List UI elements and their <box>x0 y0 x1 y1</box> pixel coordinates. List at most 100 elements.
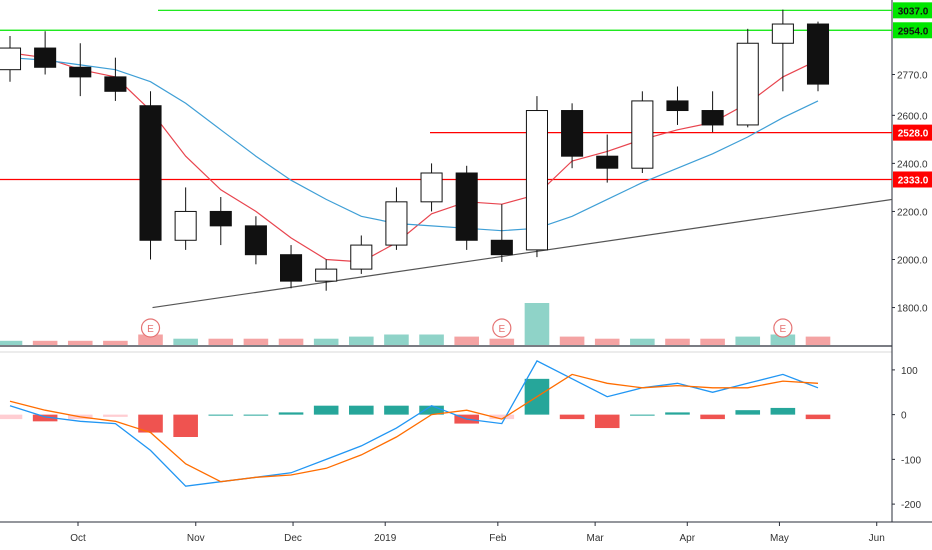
macd-histogram-bar <box>665 412 690 415</box>
candle <box>561 103 584 169</box>
volume-bar <box>384 334 409 345</box>
macd-panel <box>0 360 831 487</box>
candle-body <box>34 47 57 68</box>
candle <box>244 216 267 265</box>
signal-line <box>9 373 819 483</box>
candle <box>350 235 373 274</box>
macd-histogram-bar <box>243 414 269 416</box>
earnings-event-marker: E <box>773 318 793 338</box>
candle-body <box>736 42 759 126</box>
candle <box>0 36 22 82</box>
candle <box>104 57 127 101</box>
candle <box>596 134 619 183</box>
event-label: E <box>147 324 154 335</box>
time-tick-label: Oct <box>70 533 86 544</box>
time-tick-label: Dec <box>284 533 302 544</box>
moving-average-2 <box>9 57 819 232</box>
volume-bar <box>138 334 163 345</box>
candle-body <box>596 155 619 169</box>
candle <box>631 91 654 173</box>
macd-histogram-bar <box>103 414 128 417</box>
price-tick-label: 2000.0 <box>897 256 928 267</box>
macd-histogram-bar <box>138 414 163 433</box>
volume-bar <box>173 338 198 345</box>
candle-body <box>806 23 830 85</box>
candle-body <box>631 100 654 169</box>
macd-histogram-bar <box>313 405 339 415</box>
macd-histogram-bar <box>349 405 374 415</box>
candle-body <box>244 225 267 256</box>
time-tick-label: May <box>770 533 789 544</box>
macd-tick-label: 100 <box>901 366 918 377</box>
volume-bar <box>700 338 725 345</box>
candle-body <box>561 110 584 157</box>
time-tick-label: Nov <box>187 533 205 544</box>
volume-bar <box>594 338 620 345</box>
candle <box>280 245 303 289</box>
event-circle <box>773 318 793 338</box>
event-circle <box>492 318 512 338</box>
candle <box>666 86 689 125</box>
macd-tick-label: -100 <box>901 455 921 466</box>
candle-body <box>666 100 689 112</box>
macd-histogram-bar <box>630 414 655 416</box>
candle-body <box>525 110 548 251</box>
candle-body <box>455 172 478 241</box>
macd-histogram-bar <box>735 410 761 415</box>
candle <box>420 163 443 212</box>
volume-bar <box>665 338 690 345</box>
candle <box>315 259 338 291</box>
volume-bar <box>735 336 761 345</box>
candle-body <box>701 110 724 126</box>
candles <box>0 9 830 291</box>
price-tick-label: 2770.0 <box>897 70 928 81</box>
macd-histogram-bar <box>0 414 23 420</box>
candle <box>806 21 830 92</box>
candle <box>209 197 232 246</box>
macd-histogram-bar <box>208 414 234 416</box>
volume-bar <box>103 340 128 345</box>
volume-bar <box>559 336 585 345</box>
macd-histogram-bar <box>770 407 796 415</box>
level-tag-2954.0 <box>893 22 932 39</box>
candle-body <box>104 76 127 92</box>
candle-body <box>385 201 408 246</box>
candle <box>174 187 197 250</box>
candle-body <box>0 47 22 71</box>
time-tick-label: Apr <box>679 533 695 544</box>
price-tick-label: 2200.0 <box>897 207 928 218</box>
volume-bar <box>313 338 339 345</box>
time-tick-label: Feb <box>489 533 507 544</box>
volume-bar <box>630 338 655 345</box>
volume-bar <box>0 340 23 345</box>
candle <box>525 96 548 258</box>
candle-body <box>490 239 513 256</box>
time-tick-label: 2019 <box>374 533 397 544</box>
level-tag-2528.0 <box>893 124 932 141</box>
candle-body <box>280 254 303 282</box>
level-label-2528.0: 2528.0 <box>898 129 929 140</box>
candle-body <box>174 210 197 241</box>
candle-body <box>350 244 373 270</box>
volume-bar <box>524 303 550 345</box>
macd-histogram-bar <box>489 414 515 420</box>
event-label: E <box>780 324 787 335</box>
candle <box>139 91 162 260</box>
event-label: E <box>498 324 505 335</box>
candle-body <box>139 105 162 241</box>
candle <box>34 31 57 75</box>
candle-body <box>771 23 794 44</box>
macd-tick-label: -200 <box>901 500 921 511</box>
candle-body <box>69 66 92 78</box>
macd-tick-label: 0 <box>901 411 907 422</box>
candle <box>455 165 478 250</box>
volume-bar <box>278 338 304 345</box>
macd-histogram-bar <box>419 405 444 415</box>
price-tick-label: 1800.0 <box>897 304 928 315</box>
candle-body <box>420 172 443 203</box>
macd-histogram-bar <box>278 412 304 415</box>
price-tick-label: 2400.0 <box>897 159 928 170</box>
